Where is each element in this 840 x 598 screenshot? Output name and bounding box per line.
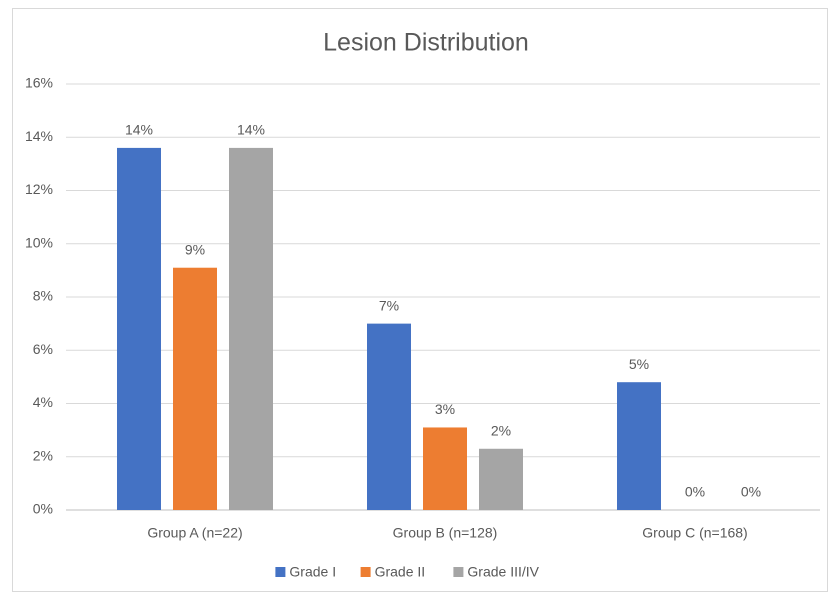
y-tick-label: 16%: [25, 75, 53, 91]
y-tick-label: 14%: [25, 128, 53, 144]
bar: [117, 147, 161, 510]
legend-label: Grade II: [375, 564, 426, 580]
y-tick-label: 0%: [33, 501, 53, 517]
legend-label: Grade III/IV: [467, 564, 539, 580]
y-tick-label: 2%: [33, 447, 53, 463]
legend-label: Grade I: [289, 564, 336, 580]
y-tick-label: 10%: [25, 234, 53, 250]
bar: [423, 427, 467, 510]
bar: [617, 382, 661, 510]
bar: [367, 323, 411, 510]
chart-title: Lesion Distribution: [323, 29, 529, 57]
legend-swatch: [275, 567, 286, 577]
data-label: 2%: [491, 422, 511, 438]
legend-swatch: [453, 567, 464, 577]
bar: [479, 448, 523, 510]
y-tick-label: 12%: [25, 181, 53, 197]
data-label: 14%: [125, 122, 153, 138]
data-label: 7%: [379, 297, 399, 313]
x-tick-label: Group B (n=128): [393, 525, 498, 541]
y-tick-label: 4%: [33, 394, 53, 410]
y-tick-label: 6%: [33, 341, 53, 357]
x-tick-label: Group C (n=168): [642, 525, 747, 541]
data-label: 0%: [685, 484, 705, 500]
x-tick-label: Group A (n=22): [147, 525, 242, 541]
y-tick-label: 8%: [33, 288, 53, 304]
legend-swatch: [360, 567, 371, 577]
data-label: 9%: [185, 241, 205, 257]
bar: [173, 267, 217, 510]
bar: [229, 147, 273, 510]
data-label: 14%: [237, 122, 265, 138]
data-label: 3%: [435, 401, 455, 417]
data-label: 5%: [629, 356, 649, 372]
data-label: 0%: [741, 484, 761, 500]
